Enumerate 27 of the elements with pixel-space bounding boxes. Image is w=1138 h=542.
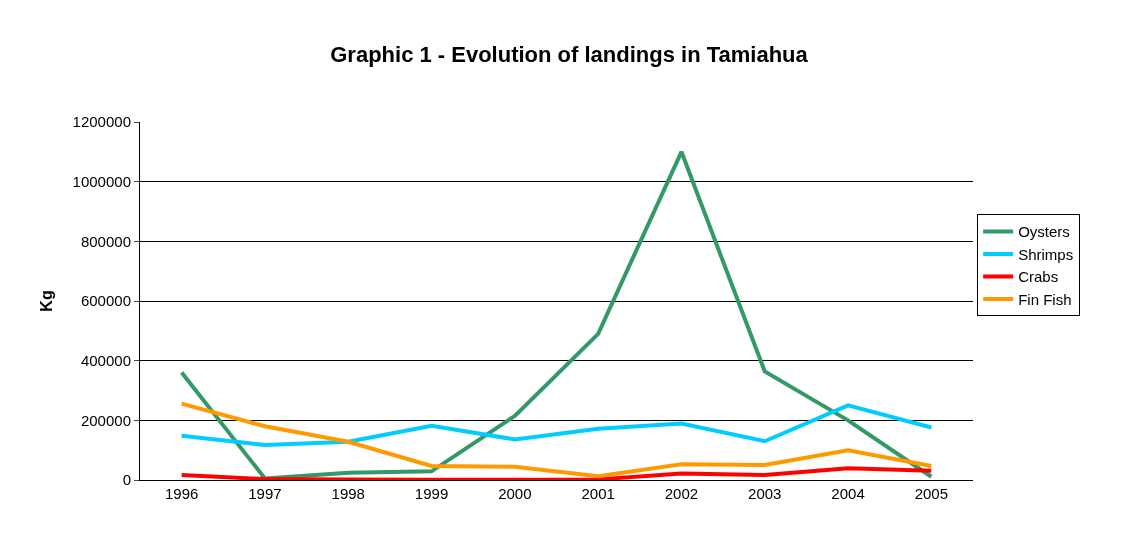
y-tick-label: 200000 (80, 411, 131, 429)
y-axis-title: Kg (38, 290, 56, 312)
legend-label: Crabs (1018, 268, 1059, 286)
y-tick-label: 800000 (80, 232, 131, 250)
y-tick-label: 400000 (80, 351, 131, 369)
x-tick-label: 1998 (331, 485, 365, 502)
legend-label: Oysters (1018, 223, 1070, 241)
y-tick-label: 0 (122, 471, 131, 489)
chart-title: Graphic 1 - Evolution of landings in Tamiahua (330, 41, 809, 67)
x-tick-label: 2000 (498, 485, 532, 502)
x-tick-label: 2002 (664, 485, 699, 502)
x-tick-label: 2004 (831, 485, 865, 502)
x-tick-label: 2003 (748, 485, 782, 502)
line-series (179, 401, 934, 479)
x-tick-label: 1996 (164, 485, 199, 502)
y-tick-label: 1200000 (72, 113, 131, 131)
y-tick-label: 600000 (80, 292, 131, 310)
legend-label: Shrimps (1018, 245, 1074, 263)
x-tick-label: 1999 (414, 485, 449, 502)
x-tick-label: 1997 (248, 485, 282, 502)
y-tick-label: 1000000 (72, 172, 131, 190)
legend-label: Fin Fish (1018, 290, 1072, 308)
x-tick-label: 2001 (581, 485, 615, 502)
line-series (179, 466, 934, 480)
line-series (179, 149, 934, 480)
line-series (179, 403, 934, 448)
x-tick-label: 2005 (914, 485, 949, 502)
